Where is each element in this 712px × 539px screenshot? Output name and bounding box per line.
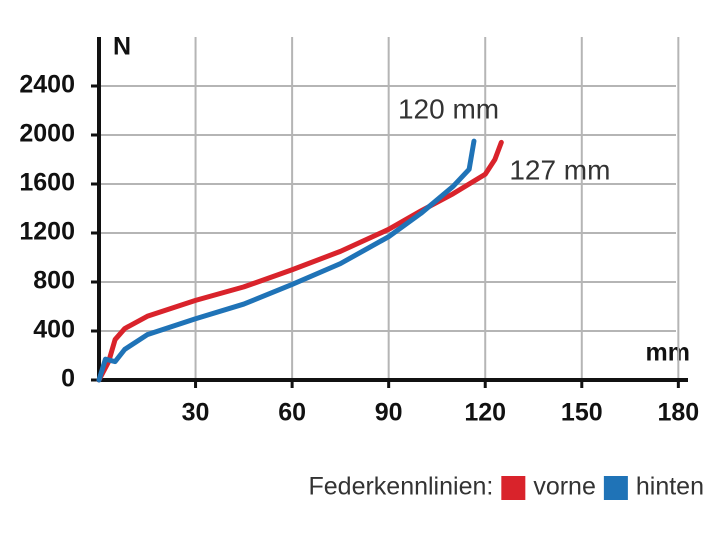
y-tick-label: 2000	[19, 120, 75, 148]
annotation: 120 mm	[398, 94, 499, 125]
legend-label: vorne	[533, 473, 596, 501]
y-tick-label: 800	[33, 267, 75, 295]
y-axis-label: N	[113, 33, 131, 61]
y-tick-label: 1600	[19, 169, 75, 197]
x-tick-label: 90	[375, 399, 403, 427]
y-tick-label: 0	[61, 365, 75, 393]
line-series	[96, 138, 477, 383]
legend-swatch	[501, 476, 526, 500]
x-tick-label: 150	[561, 399, 603, 427]
legend-title: Federkennlinien:	[308, 473, 493, 501]
legend-swatch	[603, 476, 628, 500]
x-tick-label: 120	[464, 399, 506, 427]
x-tick-label: 180	[657, 399, 699, 427]
x-tick-label: 30	[182, 399, 210, 427]
y-tick-label: 1200	[19, 218, 75, 246]
y-tick-label: 2400	[19, 71, 75, 99]
annotation: 127 mm	[509, 155, 610, 186]
legend-label: hinten	[636, 473, 704, 501]
x-axis-label: mm	[646, 339, 690, 367]
y-tick-label: 400	[33, 316, 75, 344]
x-tick-label: 60	[278, 399, 306, 427]
line-series	[96, 139, 504, 383]
